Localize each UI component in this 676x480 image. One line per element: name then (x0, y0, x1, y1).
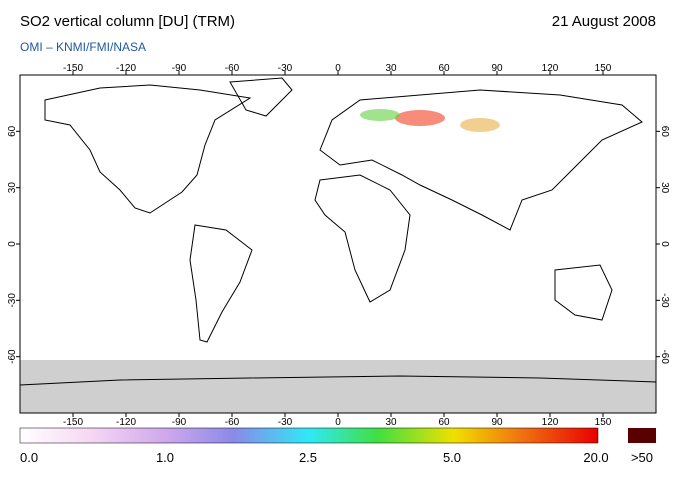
lon-label-bottom: -150 (63, 417, 83, 428)
australia (554, 264, 613, 321)
eurasia (319, 89, 643, 231)
colorbar-overflow-label: >50 (631, 450, 653, 465)
lon-label-top: 30 (385, 63, 397, 74)
colorbar-label: 20.0 (583, 450, 608, 465)
lon-label-bottom: 30 (385, 417, 397, 428)
lon-label-top: -150 (63, 63, 83, 74)
map-background (20, 75, 656, 413)
colorbar-label: 5.0 (443, 450, 461, 465)
lon-label-bottom: -30 (278, 417, 293, 428)
map (19, 74, 657, 414)
no-data-zone (20, 360, 656, 413)
lat-label-right: 0 (659, 241, 670, 247)
lon-label-top: -120 (116, 63, 136, 74)
greenland (229, 77, 293, 117)
lon-label-top: 150 (595, 63, 612, 74)
lon-label-top: 0 (335, 63, 341, 74)
lon-label-bottom: -90 (172, 417, 187, 428)
lon-label-top: -60 (225, 63, 240, 74)
lon-label-bottom: 120 (542, 417, 559, 428)
so2-plume (395, 110, 445, 126)
lat-label-right: 30 (659, 182, 670, 194)
lon-label-bottom: 0 (335, 417, 341, 428)
lon-label-top: -30 (278, 63, 293, 74)
so2-plume (360, 109, 400, 121)
lat-label-left: 60 (7, 125, 18, 137)
lat-label-left: -30 (7, 293, 18, 308)
lon-label-bottom: 90 (491, 417, 503, 428)
lat-label-right: -30 (659, 293, 670, 308)
lon-label-bottom: -120 (116, 417, 136, 428)
lon-label-top: 120 (542, 63, 559, 74)
lat-label-left: -60 (7, 349, 18, 364)
colorbar-label: 1.0 (156, 450, 174, 465)
lat-label-left: 30 (7, 182, 18, 194)
colorbar-label: 0.0 (20, 450, 38, 465)
lon-label-bottom: -60 (225, 417, 240, 428)
lat-label-left: 0 (7, 241, 18, 247)
subtitle: OMI – KNMI/FMI/NASA (20, 40, 146, 54)
colorbar-label: 2.5 (299, 450, 317, 465)
title: SO2 vertical column [DU] (TRM) (20, 13, 235, 30)
lon-label-bottom: 150 (595, 417, 612, 428)
africa (314, 174, 411, 303)
colorbar (19, 427, 599, 444)
lon-label-top: 60 (438, 63, 450, 74)
lon-label-bottom: 60 (438, 417, 450, 428)
lon-label-top: 90 (491, 63, 503, 74)
south-america (189, 224, 253, 343)
lon-label-top: -90 (172, 63, 187, 74)
lat-label-right: -60 (659, 349, 670, 364)
date: 21 August 2008 (552, 13, 656, 30)
lat-label-right: 60 (659, 126, 670, 138)
colorbar-overflow (628, 428, 656, 443)
north-america (44, 84, 252, 214)
so2-plume (460, 118, 500, 132)
